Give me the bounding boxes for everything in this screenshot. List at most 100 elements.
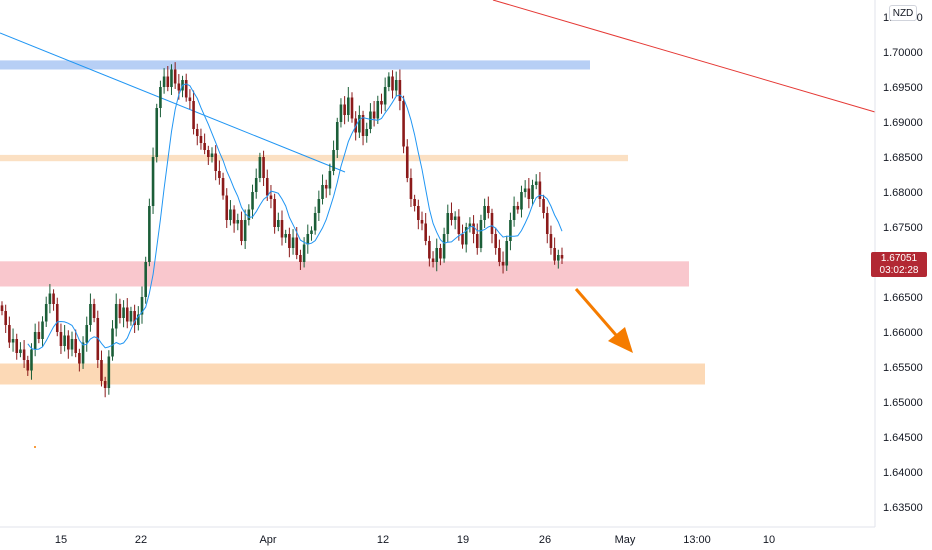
- x-tick-label: 19: [457, 534, 469, 546]
- candle: [549, 225, 553, 255]
- candle-body: [391, 76, 394, 91]
- candle: [240, 211, 243, 246]
- candle: [405, 139, 409, 183]
- candle: [494, 227, 497, 255]
- candle-body: [48, 293, 52, 304]
- candle-body: [424, 223, 427, 241]
- currency-badge[interactable]: NZD: [889, 5, 917, 21]
- candle: [258, 152, 262, 183]
- candle: [162, 68, 166, 94]
- candle-body: [269, 195, 273, 199]
- candle: [22, 340, 26, 368]
- candle-body: [265, 178, 269, 196]
- candle: [464, 222, 468, 253]
- candle: [107, 350, 111, 395]
- candle: [0, 301, 4, 316]
- candle-body: [210, 153, 214, 157]
- candle-body: [170, 69, 173, 87]
- candle: [424, 213, 427, 246]
- forecast-arrow[interactable]: [574, 288, 633, 353]
- candle-body: [380, 101, 383, 105]
- candle-body: [317, 199, 321, 213]
- candle-body: [55, 304, 59, 332]
- candle-body: [409, 178, 413, 199]
- candle-body: [111, 328, 114, 357]
- candle: [37, 321, 41, 344]
- red-trendline[interactable]: [492, 0, 876, 113]
- x-tick-label: 26: [539, 534, 551, 546]
- candle: [207, 145, 210, 165]
- candle: [498, 239, 501, 267]
- candle-body: [26, 360, 30, 371]
- candle-body: [0, 305, 4, 311]
- candle-body: [402, 101, 405, 147]
- zone-target[interactable]: [0, 363, 705, 385]
- candle-body: [516, 206, 520, 210]
- candle: [140, 286, 144, 324]
- candle: [527, 178, 531, 209]
- candle-body: [295, 237, 299, 255]
- candle-body: [475, 234, 479, 248]
- candle-body: [332, 150, 335, 171]
- candle: [192, 90, 195, 135]
- candle: [365, 122, 369, 143]
- candle: [114, 293, 118, 337]
- candle: [52, 289, 55, 311]
- candle: [74, 329, 77, 358]
- candle: [343, 96, 346, 125]
- candle: [100, 350, 103, 387]
- candle-body: [439, 248, 442, 259]
- candle: [277, 212, 280, 232]
- candle: [78, 348, 81, 372]
- candle-body: [229, 209, 232, 220]
- candle-body: [505, 241, 509, 266]
- candle-body: [442, 234, 446, 259]
- candle-body: [114, 304, 118, 329]
- candle: [557, 249, 560, 269]
- candle: [369, 103, 372, 134]
- candle: [199, 128, 203, 150]
- candle: [520, 185, 523, 218]
- candle: [210, 147, 214, 163]
- zone-mid-level[interactable]: [0, 154, 628, 162]
- y-tick-label: 1.64500: [883, 432, 923, 444]
- candle: [111, 320, 114, 361]
- candle-body: [383, 87, 387, 105]
- candle-body: [15, 339, 19, 353]
- candle-body: [214, 153, 217, 171]
- candle: [225, 188, 229, 228]
- blue-trendline[interactable]: [0, 32, 346, 173]
- candle-body: [173, 69, 177, 84]
- candle-body: [461, 234, 464, 245]
- candle-body: [100, 360, 103, 381]
- y-tick-label: 1.68500: [883, 152, 923, 164]
- candle: [299, 249, 302, 270]
- y-tick-label: 1.68000: [883, 187, 923, 199]
- candle-body: [321, 185, 324, 199]
- zone-resistance[interactable]: [0, 60, 590, 70]
- candle: [11, 328, 15, 352]
- candle-body: [413, 199, 416, 206]
- candle-body: [254, 178, 258, 192]
- candle-body: [361, 115, 365, 136]
- candle: [4, 304, 7, 333]
- zone-support[interactable]: [0, 261, 689, 287]
- candle-body: [534, 181, 538, 185]
- candle-body: [258, 157, 262, 178]
- candle-body: [479, 220, 483, 248]
- candle-body: [203, 143, 206, 150]
- candle: [431, 251, 435, 268]
- candle: [538, 172, 542, 207]
- candle-body: [369, 111, 372, 129]
- candle: [468, 217, 472, 233]
- candle-body: [118, 304, 122, 318]
- candle-body: [30, 349, 33, 371]
- candle-body: [207, 150, 210, 157]
- candle: [501, 251, 505, 274]
- candle-body: [184, 80, 188, 98]
- candle: [229, 200, 232, 226]
- candle: [402, 95, 405, 154]
- candle-body: [464, 227, 468, 245]
- candle: [335, 117, 339, 158]
